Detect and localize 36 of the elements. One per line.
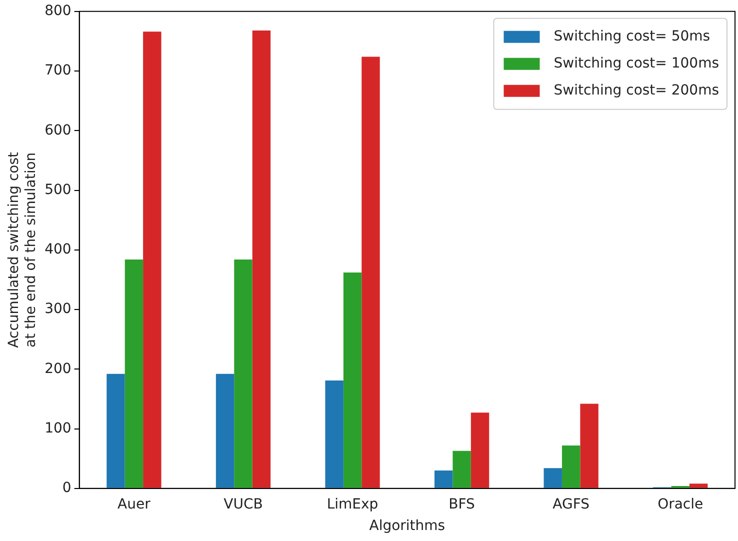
x-axis-title: Algorithms: [369, 518, 446, 534]
y-tick-label: 700: [44, 62, 72, 79]
bar: [562, 445, 580, 488]
y-tick-label: 0: [62, 480, 72, 496]
x-tick-label: Auer: [118, 496, 151, 512]
y-tick-label: 100: [44, 420, 72, 436]
bar: [452, 450, 471, 488]
y-tick-label: 200: [44, 360, 72, 377]
x-tick-label: VUCB: [224, 496, 263, 512]
x-tick-label: AGFS: [552, 496, 590, 512]
y-tick-label: 400: [44, 242, 72, 258]
bar: [434, 470, 453, 488]
bar: [544, 468, 562, 488]
bar: [580, 404, 598, 488]
y-axis-title: Accumulated switching cost at the end of the simulation: [6, 151, 39, 348]
bar: [470, 412, 490, 488]
x-tick-label: Oracle: [658, 496, 704, 512]
bar: [124, 259, 144, 488]
bar: [362, 56, 380, 488]
bar: [106, 374, 125, 488]
y-tick-label: 300: [44, 301, 72, 318]
bar: [325, 380, 344, 488]
y-tick-label: 800: [44, 3, 72, 20]
bar: [143, 32, 162, 488]
bar: [343, 272, 362, 488]
bar: [234, 259, 252, 488]
y-tick-label: 500: [44, 182, 72, 198]
y-tick-label: 600: [44, 122, 72, 138]
legend-label: Switching cost= 100ms: [554, 56, 719, 72]
bar: [689, 484, 708, 488]
legend-label: Switching cost= 200ms: [554, 82, 719, 99]
bar: [216, 374, 234, 488]
bar: [252, 30, 271, 488]
legend-label: Switching cost= 50ms: [554, 28, 710, 45]
x-tick-label: LimExp: [326, 496, 378, 512]
x-tick-label: BFS: [448, 496, 476, 512]
